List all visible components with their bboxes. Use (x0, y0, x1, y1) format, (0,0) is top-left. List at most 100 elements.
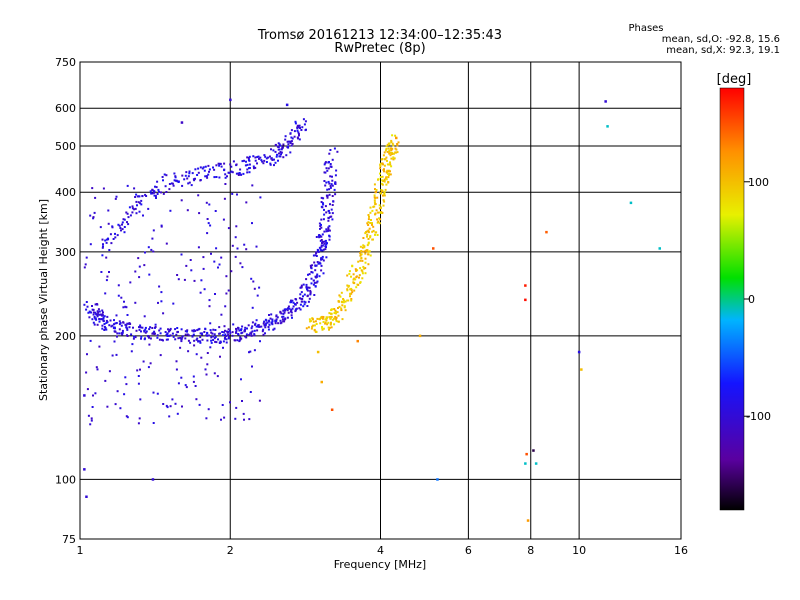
trace-point-0 (304, 301, 307, 304)
trace-point-1 (207, 173, 210, 176)
spread-point (166, 406, 169, 409)
spread-point (126, 184, 129, 187)
trace-point-0 (264, 326, 267, 329)
spread-point (136, 369, 139, 372)
trace-point-0 (321, 242, 323, 244)
trace-point-2 (337, 307, 339, 309)
trace-point-2 (365, 250, 368, 253)
trace-point-0 (311, 271, 314, 274)
trace-point-0 (97, 311, 100, 314)
x-tick-label-3: 6 (465, 544, 472, 557)
trace-point-0 (134, 336, 137, 339)
trace-point-0 (248, 333, 251, 336)
spread-point (249, 391, 252, 393)
spread-point (106, 405, 109, 408)
spread-point (240, 378, 242, 381)
trace-point-1 (220, 165, 223, 168)
trace-point-2 (354, 278, 357, 281)
spread-point (205, 373, 208, 376)
trace-point-0 (320, 264, 323, 267)
stats-line-o: mean, sd,O: -92.8, 15.6 (661, 34, 780, 45)
spread-point (162, 312, 165, 315)
trace-point-2 (366, 235, 368, 238)
trace-point-2 (386, 150, 389, 153)
trace-point-1 (110, 242, 113, 245)
spread-point (205, 334, 208, 337)
trace-point-2 (382, 194, 384, 197)
trace-point-0 (287, 307, 289, 310)
x-tick-label-2: 4 (377, 544, 384, 557)
trace-point-0 (302, 283, 305, 286)
trace-point-1 (140, 199, 143, 202)
trace-point-2 (370, 219, 372, 221)
spread-point (165, 242, 168, 245)
trace-point-0 (210, 331, 213, 334)
trace-point-0 (290, 301, 293, 304)
trace-point-0 (193, 329, 196, 332)
trace-point-0 (113, 323, 115, 326)
trace-point-1 (153, 194, 156, 197)
trace-point-2 (367, 229, 370, 232)
trace-point-2 (397, 141, 400, 144)
spread-point (241, 400, 243, 402)
trace-point-0 (224, 336, 226, 339)
trace-point-0 (128, 326, 131, 329)
trace-point-0 (251, 321, 254, 324)
spread-point (98, 345, 101, 348)
trace-point-1 (231, 171, 234, 174)
trace-point-0 (327, 228, 330, 231)
trace-point-0 (231, 334, 234, 337)
trace-point-0 (85, 301, 88, 303)
spread-point (152, 250, 155, 253)
trace-point-0 (288, 307, 291, 310)
trace-point-0 (322, 259, 325, 262)
trace-point-1 (162, 192, 165, 195)
trace-point-0 (88, 316, 91, 319)
trace-point-1 (297, 131, 300, 134)
trace-point-2 (364, 232, 367, 235)
trace-point-0 (156, 336, 159, 339)
trace-point-1 (218, 176, 221, 179)
trace-point-0 (328, 161, 330, 163)
trace-point-0 (201, 338, 204, 341)
trace-point-0 (311, 264, 314, 267)
trace-point-0 (192, 333, 195, 336)
spread-point (192, 375, 195, 378)
spread-point (133, 187, 136, 190)
trace-point-1 (131, 205, 134, 208)
trace-point-0 (98, 318, 101, 321)
spread-point (144, 251, 146, 254)
spread-point (180, 253, 183, 256)
trace-point-0 (292, 301, 295, 304)
trace-point-0 (241, 331, 244, 334)
trace-point-0 (306, 295, 309, 298)
trace-point-1 (137, 195, 140, 198)
trace-point-2 (371, 223, 373, 226)
trace-point-0 (314, 285, 317, 288)
trace-point-0 (331, 184, 334, 187)
trace-point-0 (251, 330, 254, 333)
trace-point-0 (187, 339, 190, 342)
trace-point-1 (287, 143, 290, 146)
trace-point-0 (306, 305, 309, 307)
trace-point-2 (308, 318, 311, 321)
spread-point (234, 417, 237, 420)
spread-point (222, 218, 225, 221)
spread-point (251, 365, 253, 368)
trace-point-0 (144, 331, 147, 334)
trace-point-2 (384, 158, 386, 161)
trace-point-0 (103, 315, 106, 318)
trace-point-1 (183, 178, 186, 181)
trace-point-1 (290, 140, 293, 143)
spread-point (180, 199, 183, 202)
spread-point (253, 349, 256, 352)
trace-point-1 (284, 135, 287, 138)
spread-point (115, 195, 118, 198)
trace-point-2 (352, 278, 355, 281)
trace-point-0 (176, 327, 179, 329)
trace-point-1 (135, 193, 138, 196)
spread-point (258, 399, 261, 402)
trace-point-1 (104, 239, 107, 242)
trace-point-0 (308, 273, 311, 276)
spread-point (209, 322, 212, 325)
